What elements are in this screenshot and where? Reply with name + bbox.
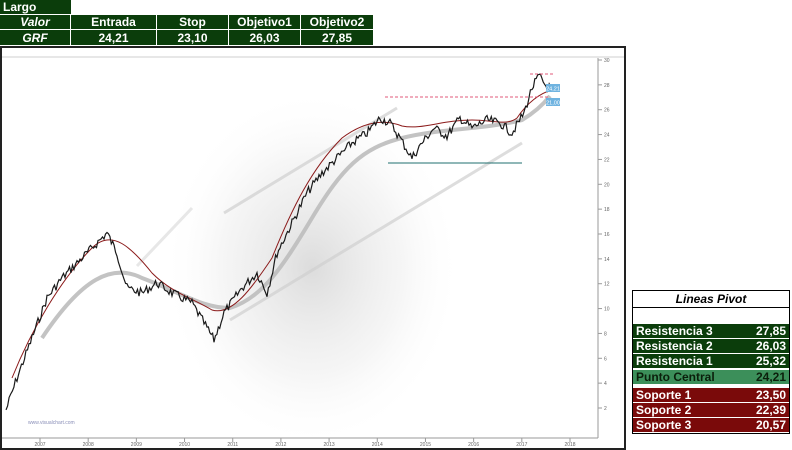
pivot-value: 25,32 [755, 354, 786, 368]
price-tag-2-bg [546, 98, 560, 106]
pivot-label: Soporte 2 [636, 403, 692, 417]
y-tick-label: 26 [604, 108, 610, 114]
x-tick-label: 2015 [420, 442, 431, 448]
watermark: www.visualchart.com [28, 420, 75, 426]
y-tick-label: 30 [604, 58, 610, 64]
moving-average-short [11, 89, 553, 379]
col-entrada: Entrada [71, 15, 157, 30]
pivot-title: Lineas Pivot [633, 291, 789, 308]
y-tick-label: 20 [604, 182, 610, 188]
trade-direction: Largo [0, 0, 71, 15]
price-tag-1: 24,21 [546, 87, 560, 93]
moving-average-long [40, 94, 552, 340]
pivot-row-resistencia-2: Resistencia 2 26,03 [633, 339, 789, 354]
y-tick-label: 24 [604, 133, 610, 139]
channel-left [135, 206, 194, 268]
header-label: Valor [0, 15, 71, 30]
y-tick-labels: 30 28 26 24 22 20 18 16 14 12 10 8 6 4 2 [598, 58, 610, 412]
x-tick-label: 2018 [564, 442, 575, 448]
pivot-label: Resistencia 3 [636, 324, 713, 338]
pivot-row-punto-central: Punto Central 24,21 [633, 370, 789, 385]
value-objetivo1: 26,03 [229, 30, 301, 45]
value-stop: 23,10 [157, 30, 229, 45]
price-tag-1-bg [546, 84, 560, 92]
value-objetivo2: 27,85 [301, 30, 373, 45]
price-chart[interactable]: 30 28 26 24 22 20 18 16 14 12 10 8 6 4 2 2007 2008 2009 2… [0, 46, 626, 450]
y-tick-label: 28 [604, 83, 610, 89]
pivot-label: Resistencia 1 [636, 354, 713, 368]
value-entrada: 24,21 [71, 30, 157, 45]
col-objetivo1: Objetivo1 [229, 15, 301, 30]
x-tick-label: 2010 [179, 442, 190, 448]
pivot-label: Soporte 3 [636, 418, 692, 432]
pivot-label: Resistencia 2 [636, 339, 713, 353]
pivot-label: Punto Central [636, 370, 715, 384]
pivot-value: 23,50 [755, 388, 786, 402]
y-tick-label: 10 [604, 307, 610, 313]
pivot-value: 27,85 [755, 324, 786, 338]
y-tick-label: 14 [604, 257, 610, 263]
x-tick-label: 2009 [131, 442, 142, 448]
col-objetivo2: Objetivo2 [301, 15, 373, 30]
y-tick-label: 8 [604, 331, 607, 337]
pivot-row-resistencia-3: Resistencia 3 27,85 [633, 324, 789, 339]
y-tick-label: 4 [604, 381, 607, 387]
x-tick-label: 2008 [83, 442, 94, 448]
pivot-value: 26,03 [755, 339, 786, 353]
x-tick-labels: 2007 2008 2009 2010 2011 2012 2013 2014 2015 2016… [34, 438, 576, 448]
x-tick-label: 2012 [275, 442, 286, 448]
y-tick-label: 18 [604, 207, 610, 213]
pivot-value: 22,39 [755, 403, 786, 417]
pivot-value: 20,57 [755, 418, 786, 432]
ticker: GRF [0, 30, 71, 45]
x-tick-label: 2013 [324, 442, 335, 448]
y-tick-label: 22 [604, 157, 610, 163]
x-tick-label: 2017 [516, 442, 527, 448]
pivot-lines-panel: Lineas Pivot Resistencia 3 27,85 Resiste… [632, 290, 790, 434]
pivot-row-soporte-1: Soporte 1 23,50 [633, 388, 789, 403]
y-tick-label: 16 [604, 232, 610, 238]
y-tick-label: 12 [604, 282, 610, 288]
price-series [5, 73, 555, 411]
x-tick-label: 2011 [227, 442, 238, 448]
y-tick-label: 2 [604, 406, 607, 412]
price-tag-2: 21,00 [546, 101, 560, 107]
pivot-row-soporte-3: Soporte 3 20,57 [633, 418, 789, 433]
col-stop: Stop [157, 15, 229, 30]
pivot-row-resistencia-1: Resistencia 1 25,32 [633, 354, 789, 369]
background-glow [162, 88, 462, 448]
y-tick-label: 6 [604, 356, 607, 362]
pivot-value: 24,21 [755, 370, 786, 384]
x-tick-label: 2016 [468, 442, 479, 448]
channel-lower [229, 141, 523, 322]
pivot-row-soporte-2: Soporte 2 22,39 [633, 403, 789, 418]
pivot-label: Soporte 1 [636, 388, 692, 402]
x-tick-label: 2007 [34, 442, 45, 448]
x-tick-label: 2014 [372, 442, 383, 448]
